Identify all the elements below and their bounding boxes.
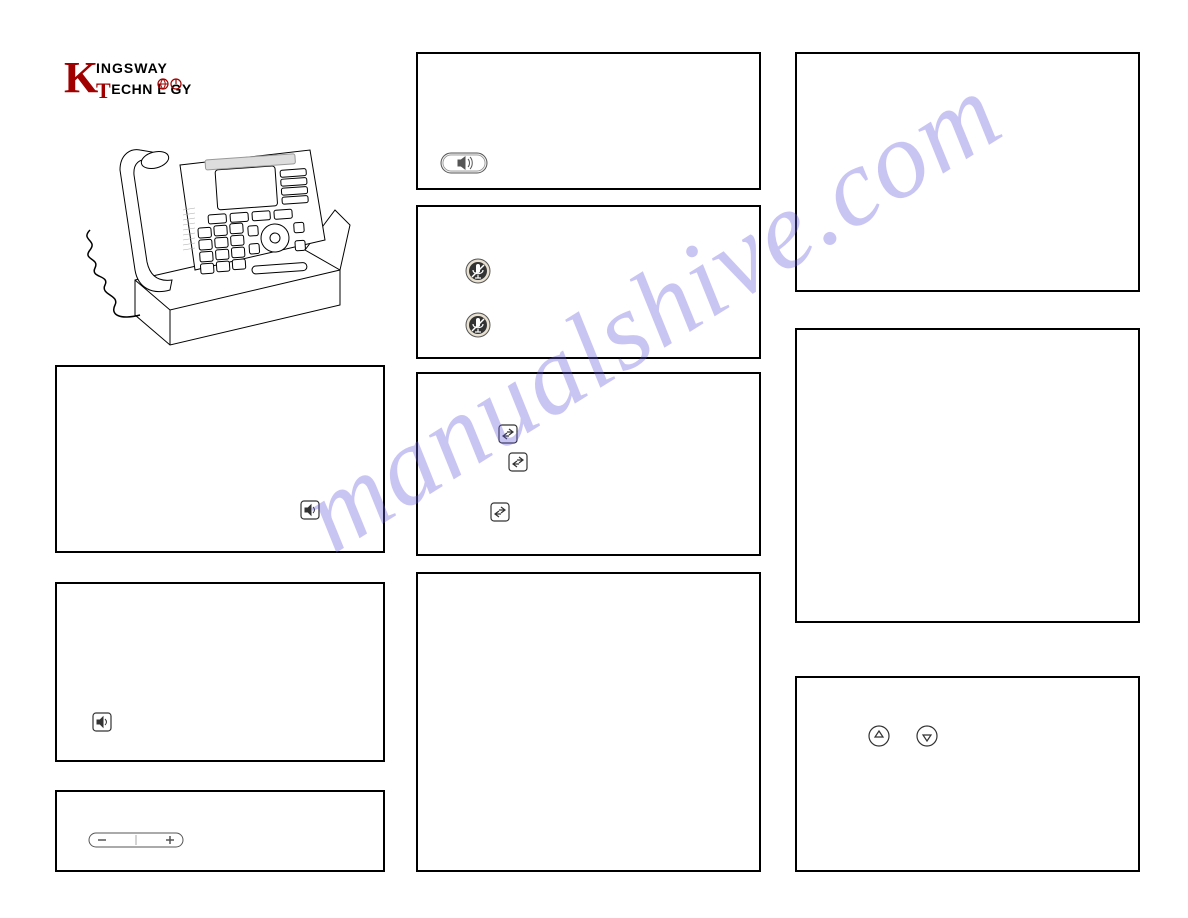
down-arrow-icon (916, 725, 938, 752)
logo-t: T (96, 78, 111, 103)
panel-col1-c (55, 790, 385, 872)
globe-icon (157, 78, 169, 90)
panel-col2-c (416, 372, 761, 556)
panel-col3-a (795, 52, 1140, 292)
panel-col3-b (795, 328, 1140, 623)
panel-col2-d (416, 572, 761, 872)
phone-illustration (80, 130, 360, 350)
logo-k: K (64, 56, 98, 100)
power-icon (170, 78, 182, 90)
transfer-button-icon (508, 452, 528, 477)
logo-row1: INGSWAY (96, 60, 168, 76)
speakerphone-key-icon (300, 500, 320, 525)
transfer-button-icon (498, 424, 518, 449)
panel-col1-a (55, 365, 385, 553)
panel-col3-c (795, 676, 1140, 872)
speakerphone-key-icon (92, 712, 112, 737)
mute-button-icon (465, 312, 491, 343)
logo-row2: TECHN L GY (96, 78, 192, 104)
transfer-button-icon (490, 502, 510, 527)
up-arrow-icon (868, 725, 890, 752)
logo-row2-text: ECHN L GY (111, 81, 192, 97)
brand-logo: K INGSWAY TECHN L GY (64, 56, 224, 100)
page: K INGSWAY TECHN L GY (0, 0, 1188, 918)
mute-button-icon (465, 258, 491, 289)
volume-key-icon (88, 832, 184, 853)
speaker-button-icon (440, 152, 488, 179)
phone-svg (80, 130, 360, 350)
